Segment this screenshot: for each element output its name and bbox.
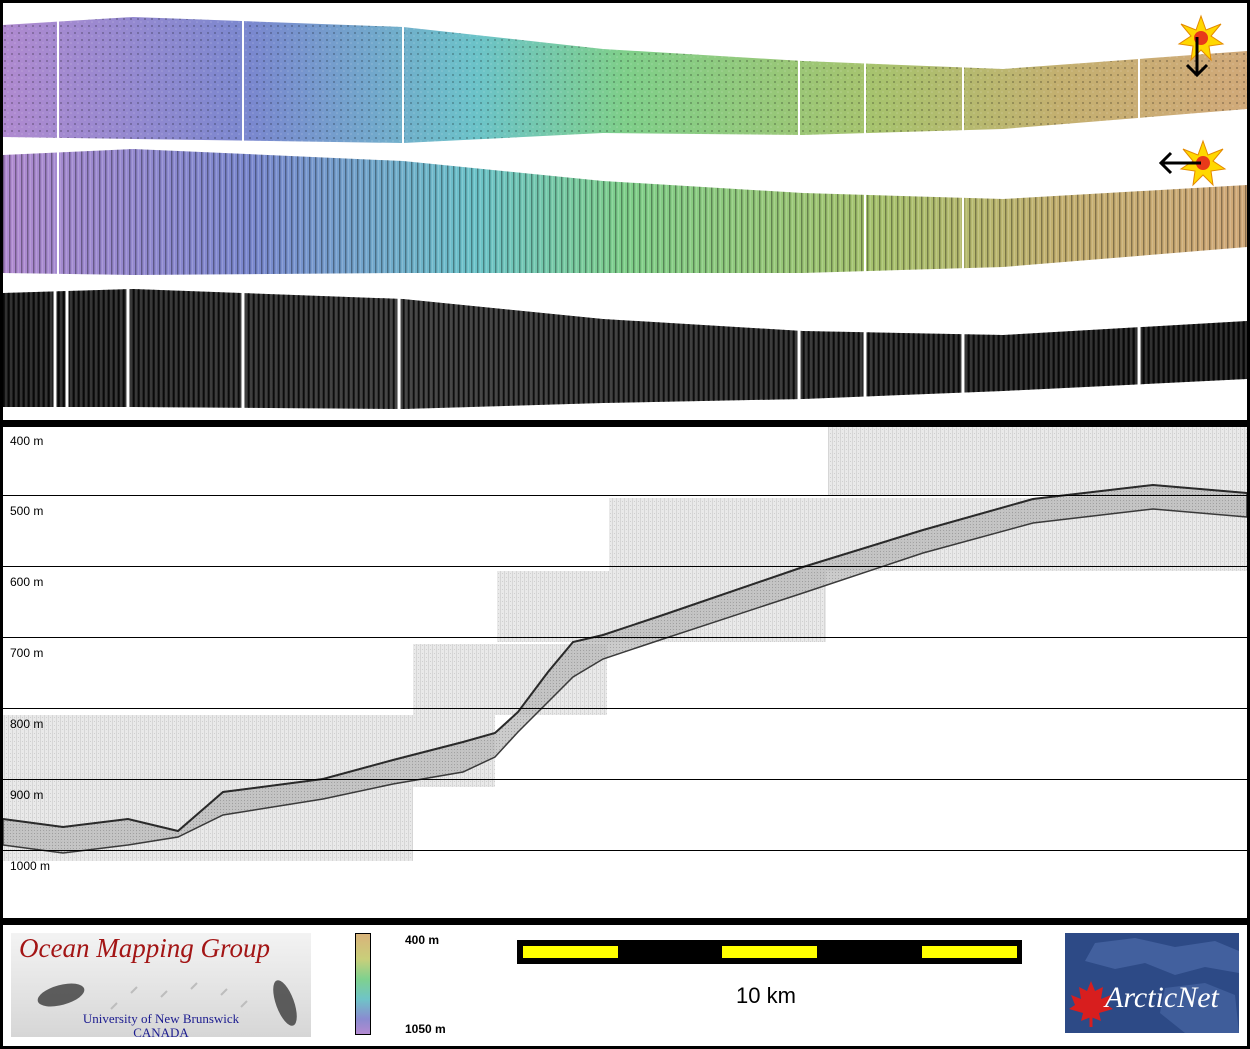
depth-label-900: 900 m bbox=[10, 788, 44, 802]
colorbar-bottom-label: 1050 m bbox=[405, 1022, 446, 1036]
depth-colorbar bbox=[355, 933, 371, 1035]
depth-label-600: 600 m bbox=[10, 575, 44, 589]
depth-label-500: 500 m bbox=[10, 504, 44, 518]
arcticnet-label: ArcticNet bbox=[1105, 981, 1219, 1014]
depth-label-1000: 1000 m bbox=[10, 859, 51, 873]
colorbar-top-label: 400 m bbox=[405, 933, 440, 947]
ocean-mapping-group-logo: Ocean Mapping Group University of New Br… bbox=[11, 933, 311, 1037]
subbottom-profile-panel: 400 m 500 m 600 m 700 m 800 m 900 m 1000… bbox=[3, 427, 1247, 918]
scale-bar-label: 10 km bbox=[736, 983, 796, 1008]
depth-label-700: 700 m bbox=[10, 646, 44, 660]
omg-title: Ocean Mapping Group bbox=[19, 933, 270, 963]
depth-label-800: 800 m bbox=[10, 717, 44, 731]
profile-image bbox=[3, 427, 1247, 861]
omg-country: CANADA bbox=[133, 1025, 189, 1037]
swath-strips bbox=[3, 14, 1247, 409]
omg-university: University of New Brunswick bbox=[82, 1011, 240, 1026]
arrow-down-icon bbox=[1185, 37, 1209, 78]
arcticnet-logo: ArcticNet bbox=[1065, 933, 1239, 1033]
maple-leaf-icon bbox=[1069, 981, 1113, 1027]
arrow-left-icon bbox=[1158, 151, 1201, 175]
swath-panel bbox=[3, 3, 1247, 420]
legend-footer: Ocean Mapping Group University of New Br… bbox=[3, 925, 1247, 1046]
depth-label-400: 400 m bbox=[10, 434, 44, 448]
scale-bar bbox=[517, 940, 1022, 964]
sun-illumination-icon bbox=[1179, 139, 1227, 187]
